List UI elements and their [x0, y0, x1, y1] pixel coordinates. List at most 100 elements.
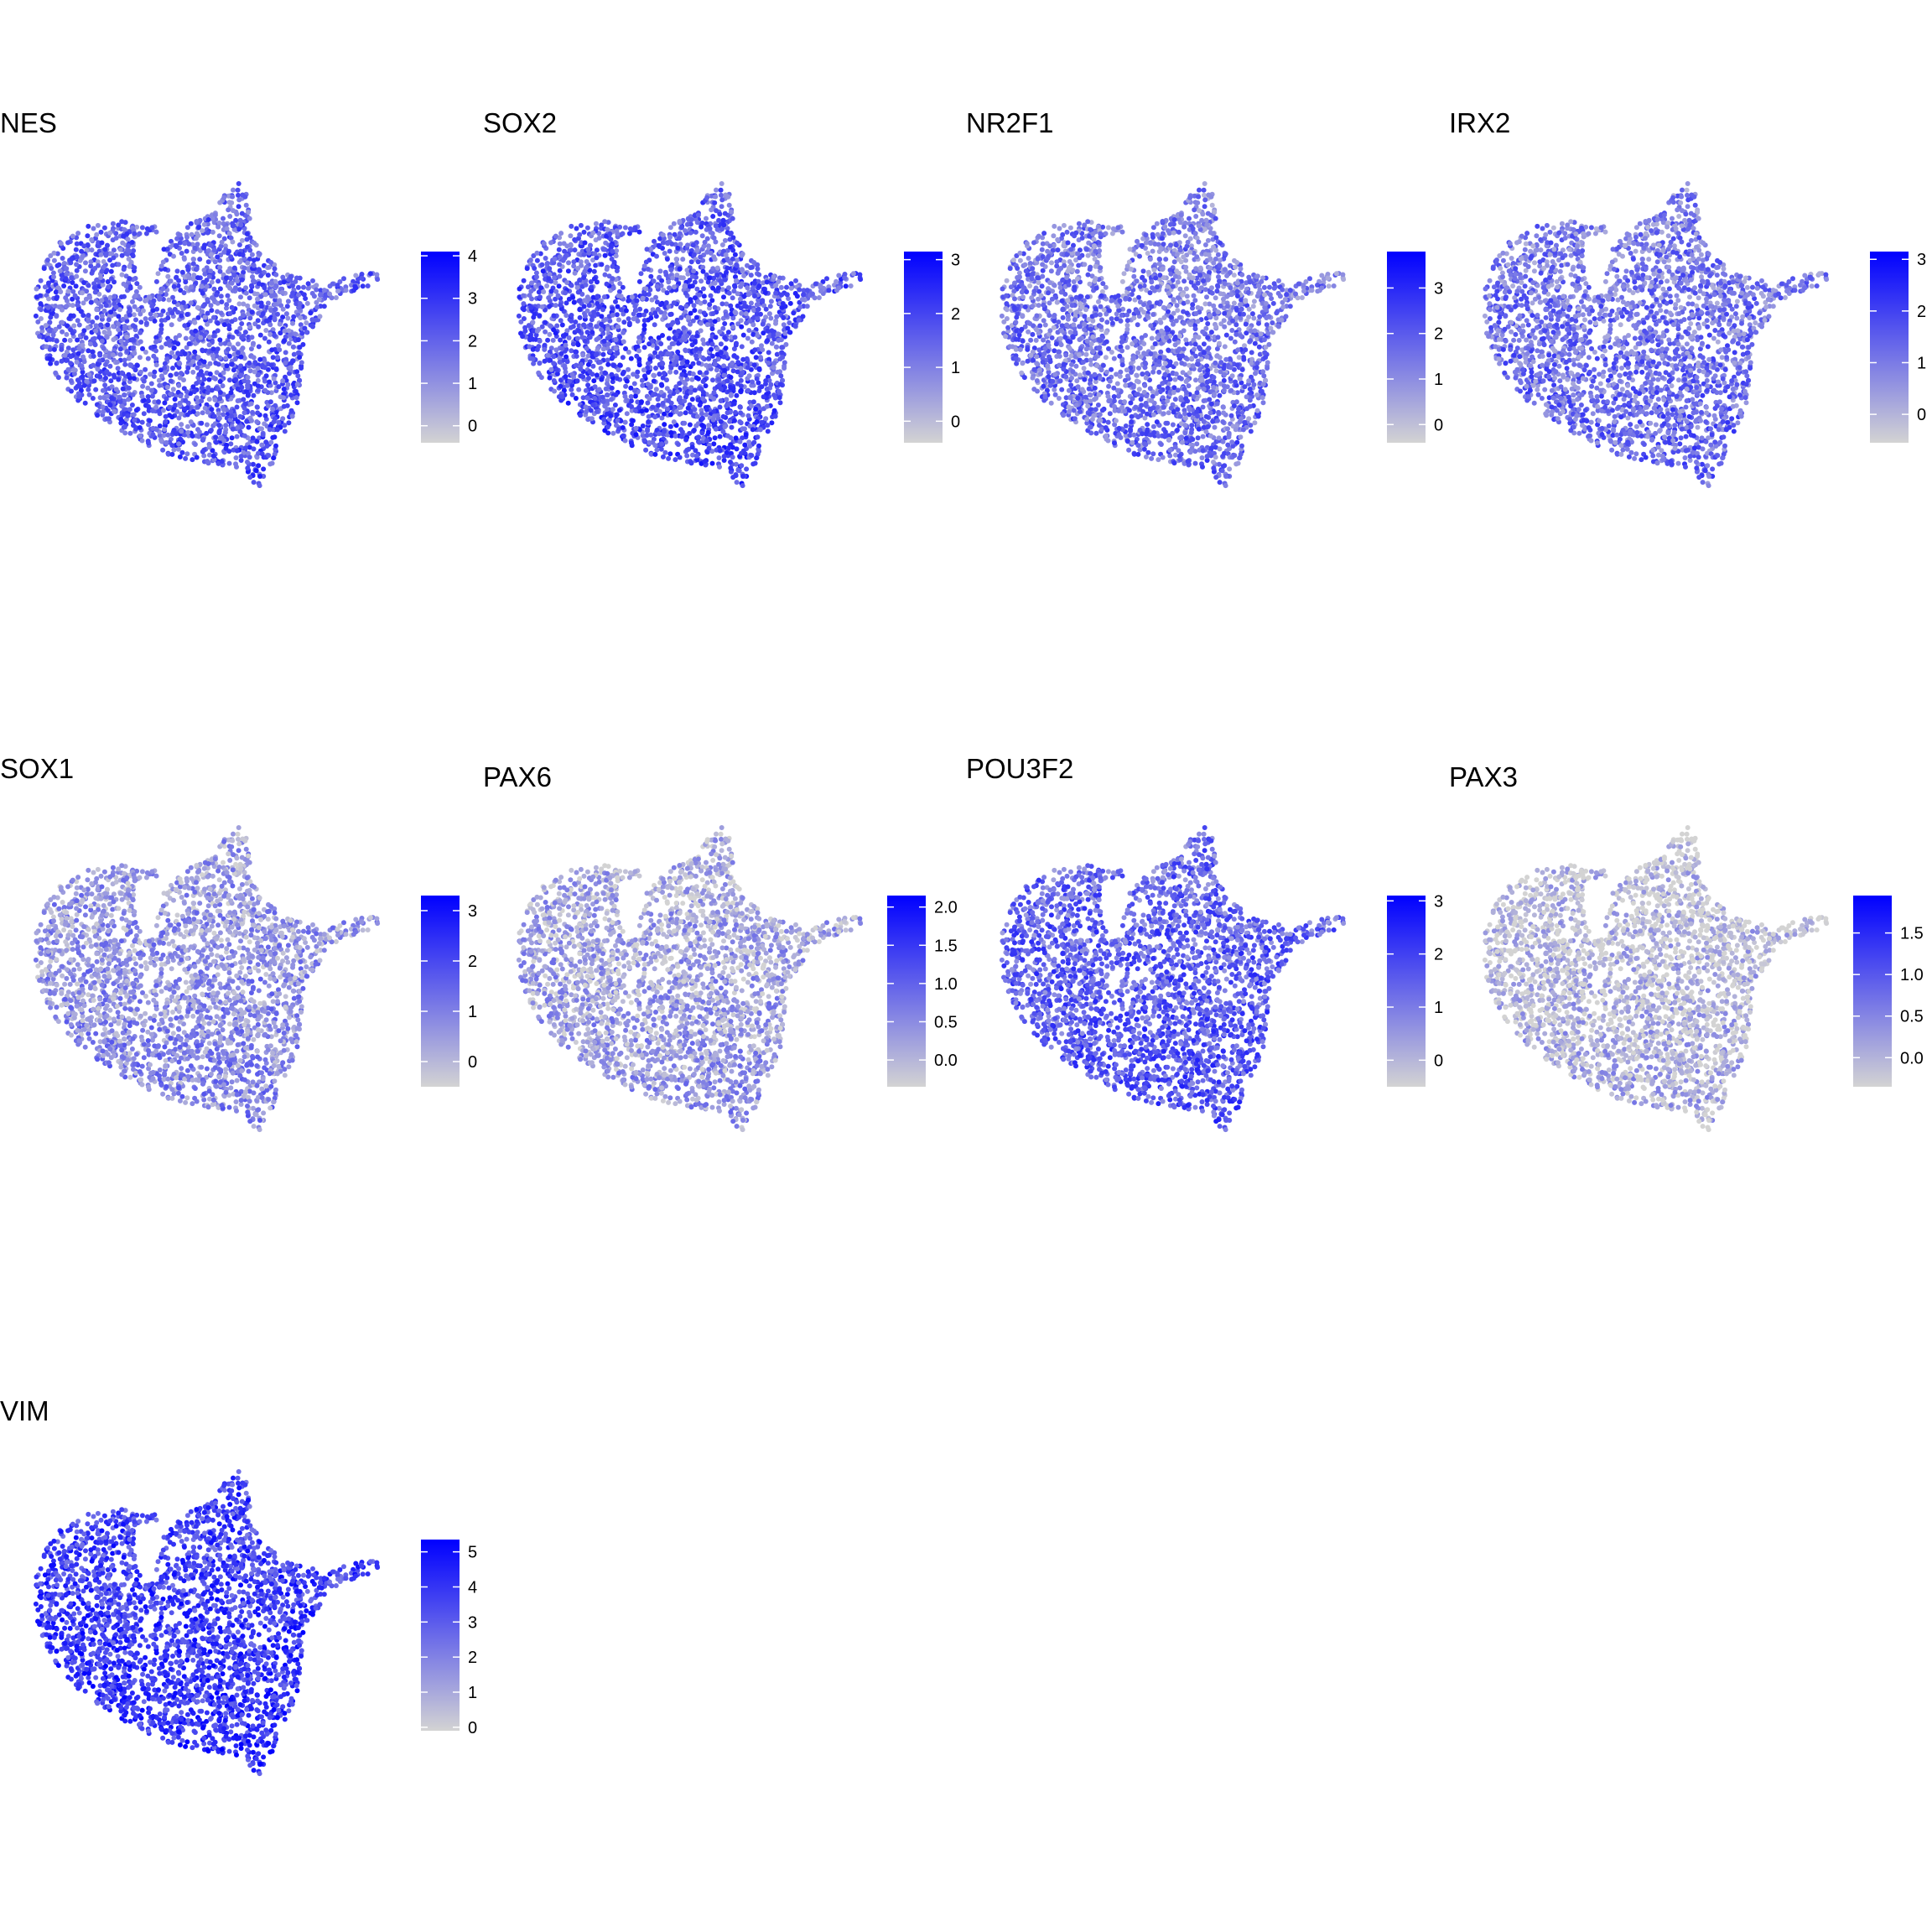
cell-point — [86, 392, 92, 397]
cell-point — [273, 272, 279, 278]
cell-point — [647, 341, 652, 347]
cell-point — [739, 281, 745, 287]
cell-point — [296, 304, 302, 310]
cell-point — [168, 378, 174, 384]
cell-point — [272, 307, 278, 313]
cell-point — [260, 432, 266, 438]
cell-point — [48, 253, 54, 258]
cell-point — [39, 325, 45, 330]
cell-point — [201, 221, 207, 227]
cell-point — [646, 292, 652, 297]
cell-point — [289, 283, 295, 288]
cell-point — [700, 286, 706, 292]
cell-point — [250, 274, 255, 280]
cell-point — [684, 447, 690, 453]
cell-point — [784, 284, 789, 290]
cell-point — [164, 341, 169, 347]
cell-point — [647, 356, 653, 362]
cell-point — [257, 332, 263, 338]
cell-point — [209, 387, 215, 393]
cell-point — [602, 403, 608, 409]
cell-point — [171, 283, 177, 289]
cell-point — [80, 374, 86, 380]
cell-point — [721, 273, 727, 279]
cell-point — [222, 279, 228, 285]
cell-point — [256, 324, 262, 330]
cell-point — [558, 383, 564, 389]
cell-point — [146, 440, 151, 446]
cell-point — [711, 390, 717, 396]
cell-point — [728, 375, 734, 380]
cell-point — [656, 335, 662, 340]
cell-point — [218, 340, 224, 346]
cell-point — [647, 247, 653, 252]
cell-point — [107, 230, 113, 236]
cell-point — [250, 461, 256, 467]
cell-point — [718, 341, 724, 347]
cell-point — [256, 267, 262, 273]
cell-point — [314, 304, 320, 310]
cell-point — [634, 353, 640, 359]
cell-point — [59, 358, 65, 364]
cell-point — [626, 231, 632, 236]
cell-point — [225, 394, 231, 399]
cell-point — [749, 264, 755, 270]
cell-point — [693, 346, 699, 352]
cell-point — [313, 317, 319, 323]
cell-point — [127, 276, 132, 282]
cell-point — [216, 415, 222, 421]
cell-point — [758, 355, 763, 361]
cell-point — [640, 433, 646, 439]
cell-point — [177, 361, 183, 366]
cell-point — [64, 331, 70, 337]
cell-point — [84, 378, 90, 384]
cell-point — [628, 398, 634, 404]
cell-point — [249, 418, 254, 423]
cell-point — [256, 371, 262, 377]
cell-point — [117, 307, 122, 313]
cell-point — [158, 263, 164, 269]
cell-point — [229, 413, 234, 419]
cell-point — [739, 450, 744, 456]
cell-point — [587, 335, 593, 340]
cell-point — [162, 361, 168, 366]
cell-point — [766, 377, 772, 383]
cell-point — [135, 307, 141, 313]
cell-point — [557, 356, 563, 361]
cell-point — [51, 346, 57, 352]
cell-point — [295, 337, 301, 343]
cell-point — [86, 348, 91, 354]
cell-point — [275, 355, 280, 361]
cell-point — [709, 346, 714, 352]
cell-point — [694, 286, 700, 292]
cell-point — [724, 410, 730, 416]
cell-point — [782, 330, 788, 336]
cell-point — [793, 278, 798, 283]
cell-point — [168, 278, 174, 284]
cell-point — [635, 369, 641, 375]
cell-point — [189, 335, 195, 341]
cell-point — [174, 431, 179, 437]
cell-point — [662, 422, 667, 428]
cell-point — [111, 352, 116, 358]
cell-point — [635, 344, 641, 350]
cell-point — [103, 303, 109, 309]
cell-point — [229, 304, 235, 310]
cell-point — [137, 284, 143, 290]
cell-point — [281, 279, 287, 285]
cell-point — [563, 342, 569, 348]
cell-point — [296, 292, 302, 298]
cell-point — [704, 362, 709, 368]
cell-point — [60, 319, 65, 325]
cell-point — [268, 362, 274, 368]
cell-point — [209, 295, 215, 301]
cell-point — [205, 321, 210, 327]
cell-point — [106, 317, 112, 323]
cell-point — [623, 308, 629, 314]
cell-point — [734, 392, 740, 398]
cell-point — [298, 315, 304, 320]
cell-point — [574, 362, 579, 368]
cell-point — [288, 392, 293, 398]
cell-point — [286, 328, 292, 334]
cell-point — [199, 283, 205, 289]
